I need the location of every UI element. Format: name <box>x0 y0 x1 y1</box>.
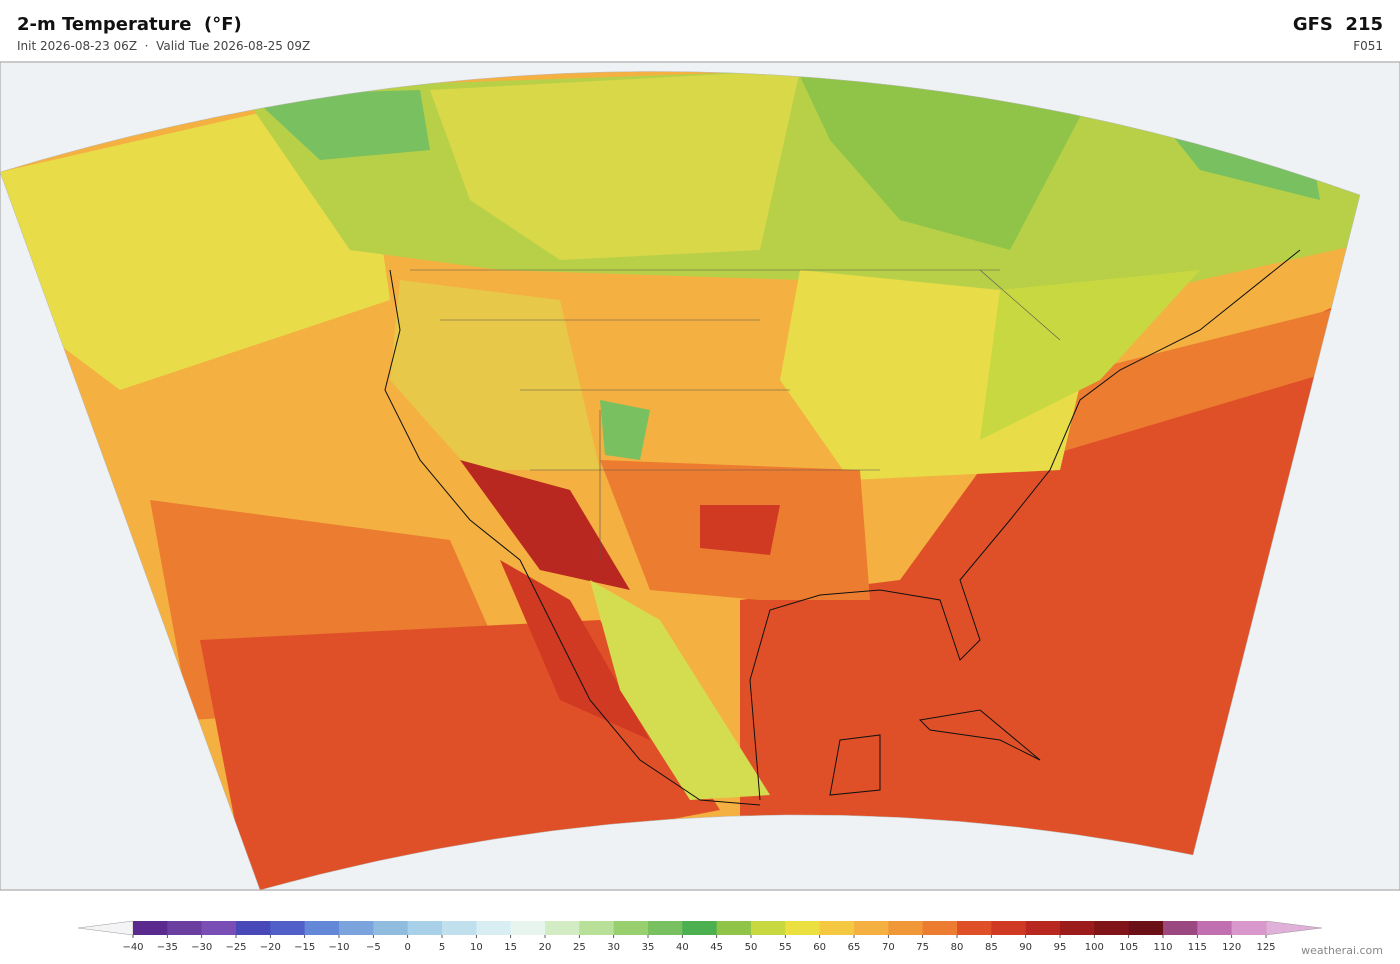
colorbar-tick-label: 120 <box>1222 942 1241 953</box>
colorbar-bin <box>133 921 168 935</box>
colorbar-bin <box>991 921 1026 935</box>
colorbar-tick-label: −20 <box>260 942 281 953</box>
colorbar-bin <box>957 921 992 935</box>
colorbar-tick-label: −15 <box>294 942 315 953</box>
colorbar-tick-label: 20 <box>539 942 552 953</box>
colorbar-bin <box>304 921 340 935</box>
colorbar-bin <box>476 921 511 935</box>
colorbar-bin <box>785 921 820 935</box>
colorbar-bin <box>545 921 580 935</box>
credit: weatherai.com <box>1301 944 1383 957</box>
colorbar-tick-label: 115 <box>1188 942 1207 953</box>
colorbar-bin <box>682 921 717 935</box>
frame-label: F051 <box>1353 39 1383 53</box>
colorbar-tick-label: −5 <box>366 942 381 953</box>
colorbar-bin <box>854 921 889 935</box>
colorbar-tick-label: 65 <box>848 942 861 953</box>
colorbar-tick-label: 80 <box>951 942 964 953</box>
colorbar-bin <box>201 921 237 935</box>
colorbar-bin <box>167 921 202 935</box>
colorbar-tick-label: 45 <box>710 942 723 953</box>
colorbar-bin <box>1128 921 1164 935</box>
colorbar-tick-label: 105 <box>1119 942 1138 953</box>
colorbar-bin <box>613 921 649 935</box>
colorbar-tick-label: 90 <box>1019 942 1032 953</box>
colorbar-bin <box>1163 921 1198 935</box>
colorbar-bin <box>1094 921 1129 935</box>
colorbar-bin <box>1025 921 1061 935</box>
colorbar-tick-label: 35 <box>642 942 655 953</box>
colorbar-tick-label: 10 <box>470 942 483 953</box>
subtitle: Init 2026-08-23 06Z · Valid Tue 2026-08-… <box>17 39 311 53</box>
colorbar-tick-label: 85 <box>985 942 998 953</box>
colorbar-tick-label: 30 <box>607 942 620 953</box>
colorbar-bin <box>888 921 923 935</box>
colorbar-tick-label: 0 <box>404 942 410 953</box>
colorbar-tick-label: 125 <box>1256 942 1275 953</box>
colorbar-under <box>77 920 134 936</box>
title: 2-m Temperature (°F) <box>17 14 242 35</box>
colorbar-bin <box>579 921 614 935</box>
colorbar-tick-label: −40 <box>122 942 143 953</box>
colorbar-tick-label: 95 <box>1054 942 1067 953</box>
colorbar-over <box>1265 920 1323 936</box>
colorbar-bin <box>819 921 855 935</box>
colorbar-tick-label: 100 <box>1085 942 1104 953</box>
colorbar-tick-label: −10 <box>328 942 349 953</box>
colorbar-bin <box>339 921 374 935</box>
colorbar-bin <box>751 921 786 935</box>
colorbar-bin <box>1231 921 1267 935</box>
colorbar-tick-label: 55 <box>779 942 792 953</box>
colorbar-bin <box>1060 921 1095 935</box>
colorbar-tick-label: 110 <box>1153 942 1172 953</box>
colorbar-tick-label: 15 <box>504 942 517 953</box>
colorbar-tick-label: 50 <box>745 942 758 953</box>
colorbar: −40 −35 −30 −25 −20 −15 −10 −5 0 5 10 15 20 25 30 35 40 4… <box>77 920 1383 957</box>
colorbar-bin <box>236 921 271 935</box>
colorbar-tick-label: 5 <box>439 942 445 953</box>
colorbar-tick-label: 75 <box>916 942 929 953</box>
colorbar-bin <box>442 921 477 935</box>
colorbar-bin <box>270 921 305 935</box>
colorbar-bin <box>373 921 408 935</box>
colorbar-tick-label: 70 <box>882 942 895 953</box>
colorbar-bin <box>1197 921 1232 935</box>
colorbar-tick-label: 25 <box>573 942 586 953</box>
colorbar-bin <box>648 921 683 935</box>
colorbar-bin <box>716 921 752 935</box>
colorbar-tick-label: −25 <box>225 942 246 953</box>
colorbar-bin <box>922 921 958 935</box>
colorbar-bin <box>407 921 443 935</box>
colorbar-tick-label: 40 <box>676 942 689 953</box>
model-label: GFS 215 <box>1292 14 1383 35</box>
colorbar-bin <box>510 921 546 935</box>
colorbar-tick-label: −35 <box>157 942 178 953</box>
colorbar-tick-label: −30 <box>191 942 212 953</box>
colorbar-tick-label: 60 <box>813 942 826 953</box>
